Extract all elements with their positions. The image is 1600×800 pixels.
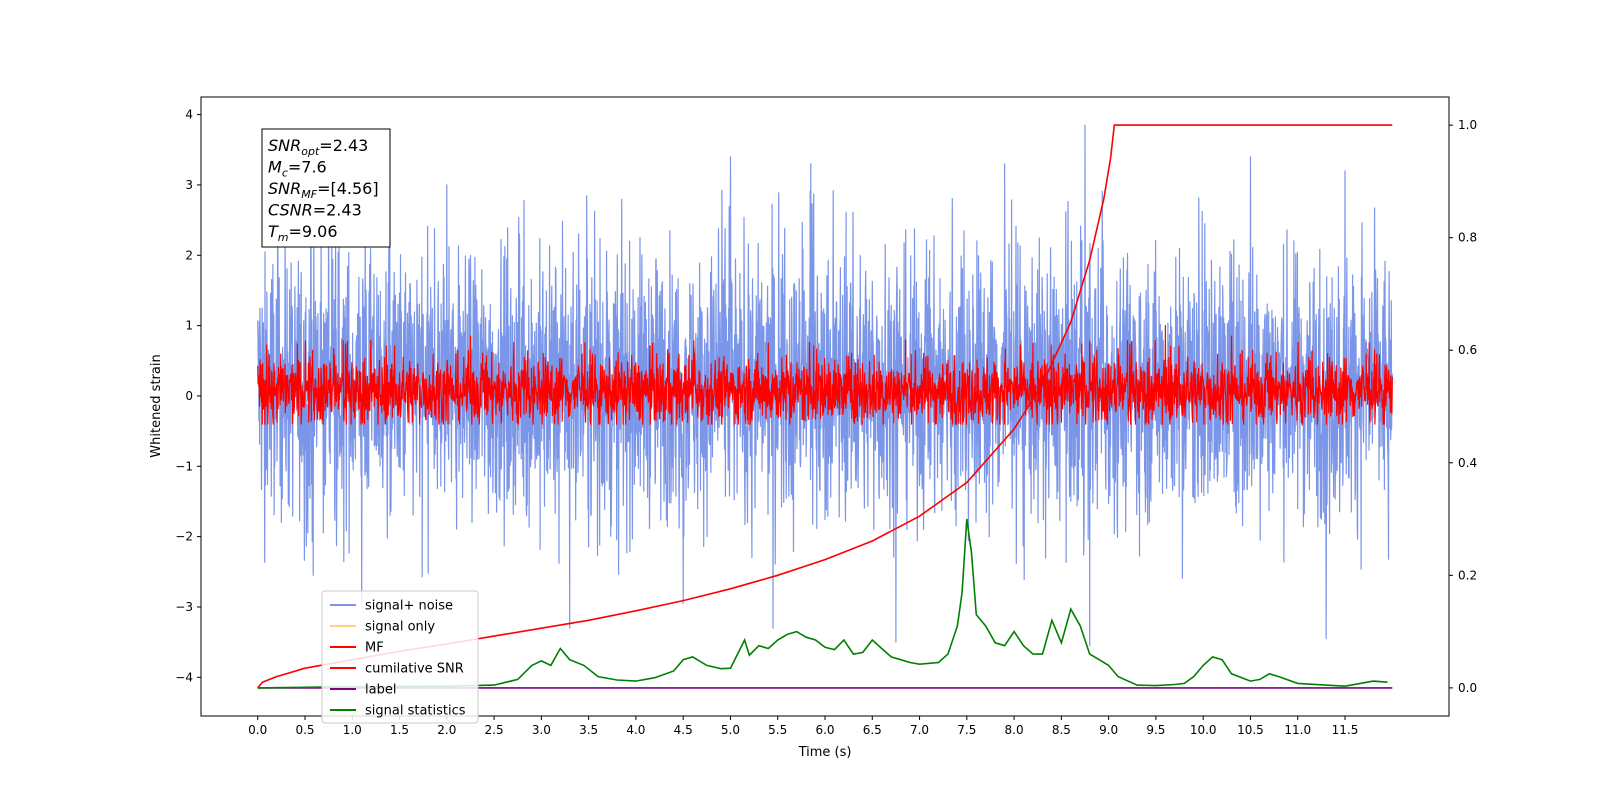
x-tick-label: 7.0	[910, 723, 929, 737]
annotation-line: CSNR=2.43	[268, 201, 362, 220]
x-tick-label: 3.5	[579, 723, 598, 737]
x-tick-label: 1.0	[343, 723, 362, 737]
y-tick-label: −3	[175, 600, 193, 614]
x-tick-label: 8.0	[1005, 723, 1024, 737]
x-tick-label: 3.0	[532, 723, 551, 737]
legend-label: signal only	[365, 620, 435, 635]
legend-label: signal statistics	[365, 704, 466, 719]
x-tick-label: 0.0	[248, 723, 267, 737]
annotation-line: Mc=7.6	[268, 158, 327, 180]
legend-label: cumilative SNR	[365, 662, 464, 677]
legend: signal+ noise signal only MF cumilative SNR…	[321, 590, 479, 724]
series-signal-statistics	[257, 518, 1388, 689]
annotation-line: SNRopt=2.43	[268, 136, 368, 158]
y-axis-label: Whitened strain	[149, 354, 164, 457]
x-tick-label: 9.5	[1146, 723, 1165, 737]
y2-tick-label: 0.6	[1458, 343, 1477, 357]
x-tick-label: 5.0	[721, 723, 740, 737]
annotation-line: SNRMF=[4.56]	[268, 179, 379, 201]
x-tick-label: 4.5	[674, 723, 693, 737]
x-tick-label: 10.0	[1190, 723, 1217, 737]
series-signal-noise	[257, 124, 1393, 647]
y2-tick-label: 1.0	[1458, 118, 1477, 132]
y-axis-ticks: −4 −3 −2 −1 0 1 2 3 4	[175, 108, 201, 684]
y2-tick-label: 0.8	[1458, 231, 1477, 245]
x-axis-label: Time (s)	[798, 745, 852, 760]
x-tick-label: 0.5	[295, 723, 314, 737]
x-tick-label: 11.5	[1332, 723, 1359, 737]
y2-axis-ticks: 0.0 0.2 0.4 0.6 0.8 1.0	[1449, 118, 1477, 695]
legend-label: MF	[365, 641, 384, 656]
x-axis-ticks: 0.0 0.5 1.0 1.5 2.0 2.5 3.0 3.5 4.0 4.5 5.0 5.5 6.0 6…	[248, 716, 1358, 737]
y-tick-label: −1	[175, 459, 193, 473]
x-tick-label: 8.5	[1052, 723, 1071, 737]
y-tick-label: 1	[185, 319, 193, 333]
annotation-frame	[261, 128, 391, 248]
series-mf	[257, 325, 1393, 425]
x-tick-label: 11.0	[1284, 723, 1311, 737]
y-tick-label: 0	[185, 389, 193, 403]
x-tick-label: 6.0	[815, 723, 834, 737]
x-tick-label: 6.5	[863, 723, 882, 737]
annotation-line: Tm=9.06	[268, 222, 338, 244]
x-tick-label: 1.5	[390, 723, 409, 737]
y-tick-label: −4	[175, 670, 193, 684]
legend-frame	[321, 590, 479, 724]
y-tick-label: 3	[185, 178, 193, 192]
y-tick-label: 4	[185, 108, 193, 122]
x-tick-label: 9.0	[1099, 723, 1118, 737]
x-tick-label: 5.5	[768, 723, 787, 737]
y2-tick-label: 0.4	[1458, 456, 1477, 470]
x-tick-label: 2.5	[485, 723, 504, 737]
y2-tick-label: 0.2	[1458, 568, 1477, 582]
y2-tick-label: 0.0	[1458, 681, 1477, 695]
y-tick-label: −2	[175, 530, 193, 544]
y-tick-label: 2	[185, 248, 193, 262]
x-tick-label: 10.5	[1237, 723, 1264, 737]
legend-label: label	[365, 683, 396, 698]
legend-label: signal+ noise	[365, 599, 453, 614]
x-tick-label: 2.0	[437, 723, 456, 737]
x-tick-label: 4.0	[626, 723, 645, 737]
x-tick-label: 7.5	[957, 723, 976, 737]
